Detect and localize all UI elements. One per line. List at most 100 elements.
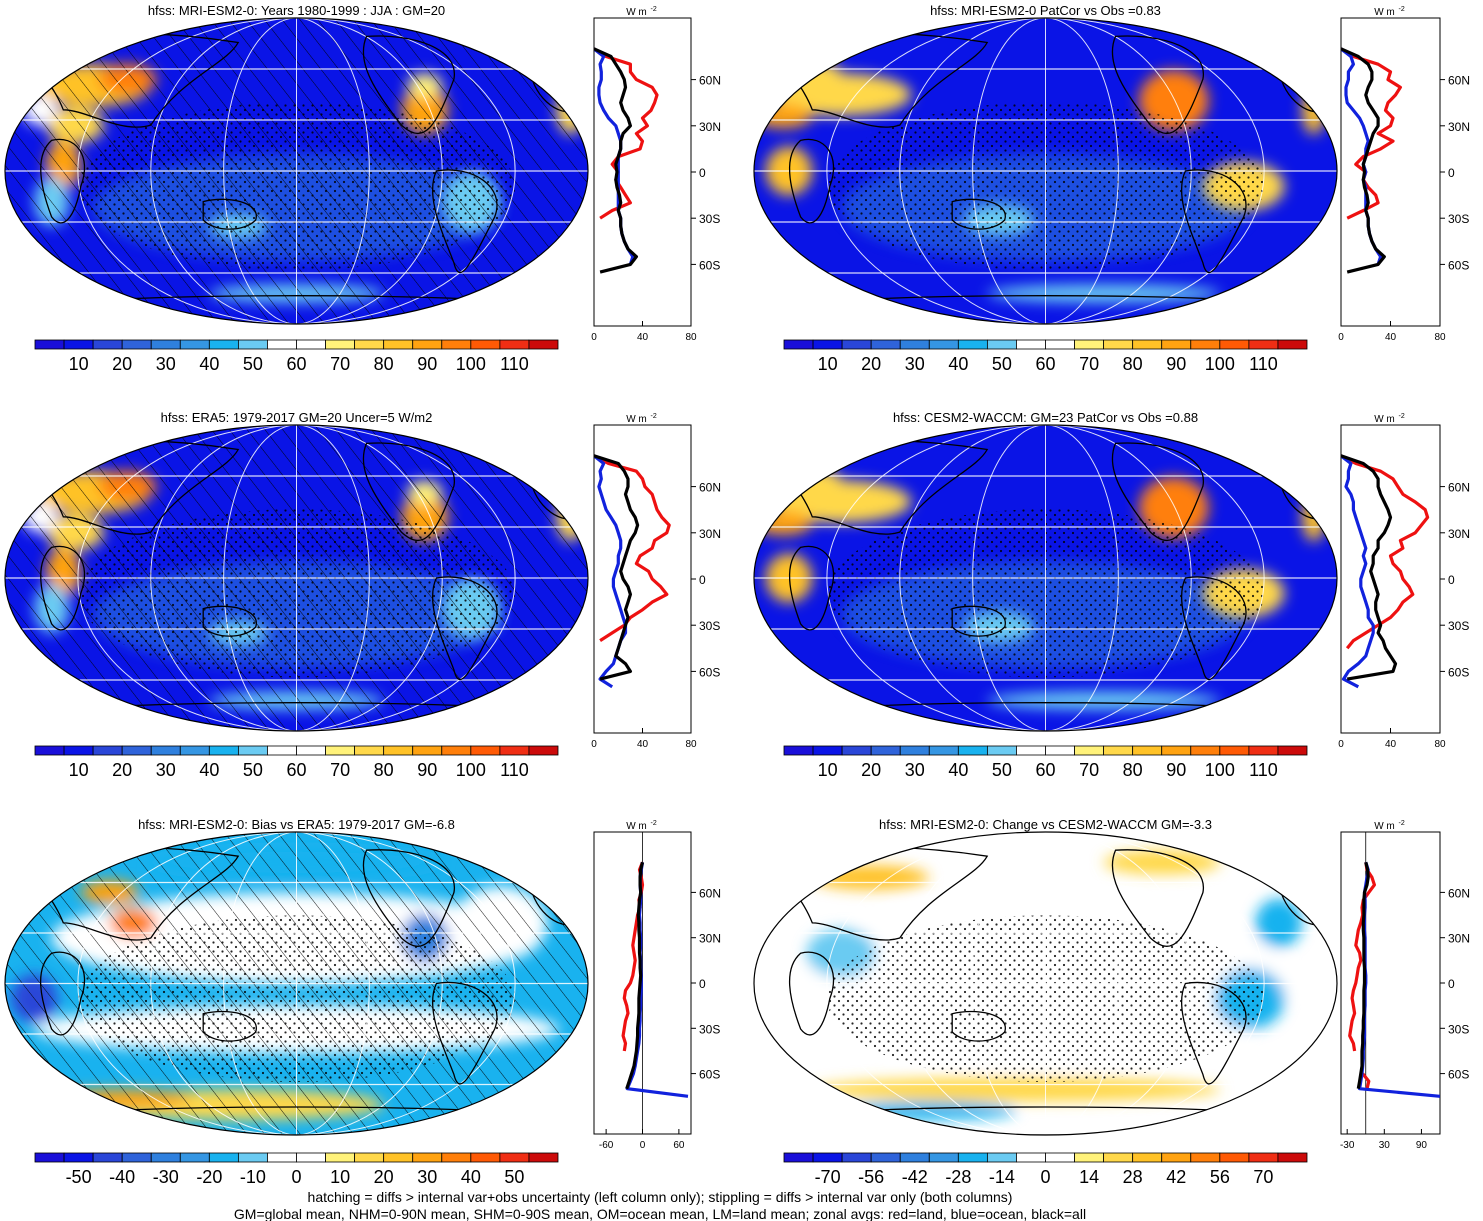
colorbar-swatch [899,1152,930,1163]
map-field [754,18,1337,324]
coastline [951,198,1006,230]
colorbar-swatch [1161,339,1192,350]
colorbar-label: -30 [153,1167,179,1187]
lat-label: 60N [1448,481,1470,495]
colorbar-label: 80 [374,760,394,780]
map-border [4,831,589,1136]
colorbar-label: 80 [1123,354,1143,374]
colorbar-swatch [1277,339,1308,350]
colorbar-swatch [412,1152,443,1163]
map-field [5,832,588,1135]
colorbar-swatch [296,339,326,350]
colorbar-label: 10 [818,760,838,780]
lat-label: 0 [1448,573,1455,587]
colorbar: 10 20 30 40 50 60 70 80 90 100 110 [783,339,1308,374]
colorbar-swatch [1103,1152,1134,1163]
zonal-line-land [1348,861,1376,1090]
zonal-units-exponent: -2 [1399,413,1405,420]
meridian-line [77,832,516,1135]
colorbar-label: 60 [286,760,306,780]
lat-label: 30S [699,212,720,226]
colorbar-swatch [957,1152,988,1163]
value-tick-label: 0 [640,1140,646,1151]
colorbar-label: -50 [66,1167,92,1187]
colorbar-swatch [325,1152,356,1163]
colorbar-label: -42 [902,1167,928,1187]
coastline [951,1010,1006,1042]
colorbar-swatch [150,1152,181,1163]
colorbar-swatch [499,1152,530,1163]
colorbar-swatch [121,1152,152,1163]
panel-title: hfss: MRI-ESM2-0 PatCor vs Obs =0.83 [930,3,1161,18]
zonal-line-all [594,454,640,681]
colorbar-swatch [1045,745,1075,756]
colorbar-swatch [237,745,268,756]
field-blob [783,467,842,493]
zonal-mean-plot: W m -2 60N 30N 0 30S 60S 0 40 80 [1338,413,1470,750]
meridian-line [150,18,443,324]
colorbar-swatch [383,1152,414,1163]
value-tick-label: 40 [637,739,649,750]
colorbar-label: 110 [1249,354,1278,374]
colorbar-swatch [528,745,559,756]
zonal-frame [593,17,692,327]
meridian-line [826,832,1265,1135]
colorbar-swatch [1132,745,1163,756]
colorbar-label: 30 [905,760,925,780]
zonal-line-all [1341,454,1398,681]
zonal-line-ocean [1341,454,1375,689]
colorbar-swatch [296,745,326,756]
zonal-units: W m [626,821,647,832]
coastline [202,1010,257,1042]
colorbar-label: 10 [818,354,838,374]
value-tick-label: 40 [1385,739,1397,750]
coastline [1111,35,1204,135]
colorbar-swatch [1161,1152,1192,1163]
colorbar-label: 110 [500,354,529,374]
coastline [951,605,1006,637]
zonal-line-all [1356,861,1370,1089]
colorbar-label: 100 [456,354,486,374]
colorbar-label: 20 [374,1167,394,1187]
colorbar-swatch [1190,745,1221,756]
coastline [1181,576,1247,681]
value-tick-label: -30 [1340,1140,1355,1151]
colorbar-label: 50 [992,760,1012,780]
colorbar-swatch [1219,745,1250,756]
colorbar-swatch [237,1152,268,1163]
colorbar-swatch [1190,1152,1221,1163]
colorbar-label: 0 [291,1167,301,1187]
lat-label: 30N [1448,527,1470,541]
colorbar-swatch [92,1152,123,1163]
colorbar-swatch [957,339,988,350]
map-field [5,425,588,731]
value-tick-label: 0 [591,332,597,343]
colorbar-label: 90 [1166,760,1186,780]
panel-1: hfss: MRI-ESM2-0: Years 1980-1999 : JJA … [4,3,721,374]
coastline [432,981,498,1085]
value-tick-label: 0 [1338,332,1344,343]
colorbar-swatch [1248,1152,1279,1163]
colorbar-swatch [296,1152,326,1163]
colorbar-swatch [928,339,959,350]
meridian-line [223,18,370,324]
colorbar-swatch [1103,339,1134,350]
colorbar-swatch [121,339,152,350]
colorbar-swatch [899,339,930,350]
colorbar-swatch [208,1152,239,1163]
colorbar-label: 80 [1123,760,1143,780]
lat-label: 60S [699,665,720,679]
zonal-units-exponent: -2 [651,820,657,827]
colorbar-swatch [1016,1152,1046,1163]
panel-3: hfss: ERA5: 1979-2017 GM=20 Uncer=5 W/m2… [4,410,721,780]
colorbar-swatch [412,745,443,756]
value-tick-label: 80 [1434,332,1446,343]
coastline [789,138,835,224]
colorbar-swatch [986,1152,1017,1163]
colorbar-label: -20 [196,1167,222,1187]
meridian-line [899,18,1192,324]
panel-2: hfss: MRI-ESM2-0 PatCor vs Obs =0.83 10 20… [753,3,1470,374]
map-field [754,425,1337,731]
lat-label: 30S [699,1022,720,1036]
colorbar-swatch [499,339,530,350]
